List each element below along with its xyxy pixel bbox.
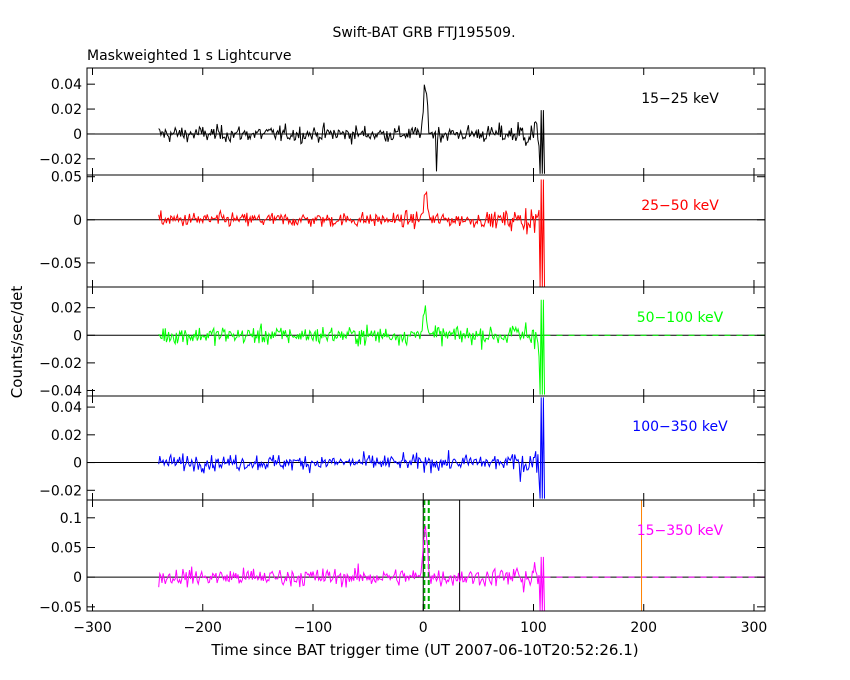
panel-100-350-kev: −0.02 0 0.02 0.04 100−350 keV bbox=[39, 395, 766, 501]
series-line-15-350-kev bbox=[158, 525, 545, 611]
series-line-50-100-kev bbox=[158, 299, 545, 395]
y-tick-label: 0.04 bbox=[51, 77, 82, 93]
x-tick-label: 0 bbox=[419, 620, 428, 636]
y-tick-label: 0.02 bbox=[51, 428, 82, 444]
band-label-15-25-kev: 15−25 keV bbox=[641, 91, 719, 107]
x-tick-label: 300 bbox=[741, 620, 768, 636]
y-tick-label: −0.04 bbox=[39, 383, 82, 399]
chart-subtitle: Maskweighted 1 s Lightcurve bbox=[87, 48, 291, 64]
series-line-100-350-kev bbox=[158, 397, 545, 499]
x-axis-label: Time since BAT trigger time (UT 2007-06-… bbox=[210, 641, 638, 659]
panel-frame bbox=[86, 67, 766, 176]
y-tick-label: −0.02 bbox=[39, 152, 82, 168]
panel-frame bbox=[86, 395, 766, 501]
y-tick-label: 0.1 bbox=[60, 511, 82, 527]
band-label-25-50-kev: 25−50 keV bbox=[641, 198, 719, 214]
y-tick-label: 0 bbox=[73, 127, 82, 143]
y-tick-label: 0.04 bbox=[51, 400, 82, 416]
series-line-15-25-kev bbox=[158, 84, 545, 174]
x-tick-label: 100 bbox=[520, 620, 547, 636]
band-label-15-350-kev: 15−350 keV bbox=[637, 523, 724, 539]
band-label-100-350-kev: 100−350 keV bbox=[632, 419, 728, 435]
panel-frame bbox=[86, 286, 766, 397]
y-tick-label: −0.05 bbox=[39, 256, 82, 272]
y-tick-label: 0 bbox=[73, 213, 82, 229]
y-tick-label: 0 bbox=[73, 456, 82, 472]
panel-25-50-kev: −0.05 0 0.05 25−50 keV bbox=[39, 170, 766, 288]
x-tick-label: −200 bbox=[184, 620, 222, 636]
y-tick-label: 0.02 bbox=[51, 301, 82, 317]
y-tick-label: 0 bbox=[73, 570, 82, 586]
y-tick-label: −0.02 bbox=[39, 483, 82, 499]
panels-group: −0.02 0 0.02 0.04 15−25 keV −0.05 0 0.05 25−50 k… bbox=[39, 67, 768, 636]
x-tick-label: −100 bbox=[294, 620, 332, 636]
y-tick-label: 0.02 bbox=[51, 102, 82, 118]
x-tick-label: −300 bbox=[73, 620, 111, 636]
panel-15-350-kev: −0.05 0 0.05 0.1 15−350 keV bbox=[39, 499, 766, 616]
panel-frame bbox=[86, 174, 766, 288]
y-tick-label: −0.02 bbox=[39, 356, 82, 372]
y-tick-label: 0 bbox=[73, 328, 82, 344]
band-label-50-100-kev: 50−100 keV bbox=[637, 310, 724, 326]
series-line-25-50-kev bbox=[158, 179, 545, 287]
panel-50-100-kev: −0.04 −0.02 0 0.02 50−100 keV bbox=[39, 286, 766, 399]
y-tick-label: 0.05 bbox=[51, 540, 82, 556]
chart-title: Swift-BAT GRB FTJ195509. bbox=[332, 25, 515, 41]
panel-15-25-kev: −0.02 0 0.02 0.04 15−25 keV bbox=[39, 67, 766, 176]
y-tick-label: 0.05 bbox=[51, 170, 82, 186]
y-axis-label: Counts/sec/det bbox=[8, 286, 26, 399]
x-tick-label: 200 bbox=[630, 620, 657, 636]
y-tick-label: −0.05 bbox=[39, 600, 82, 616]
panel-frame bbox=[86, 499, 766, 612]
